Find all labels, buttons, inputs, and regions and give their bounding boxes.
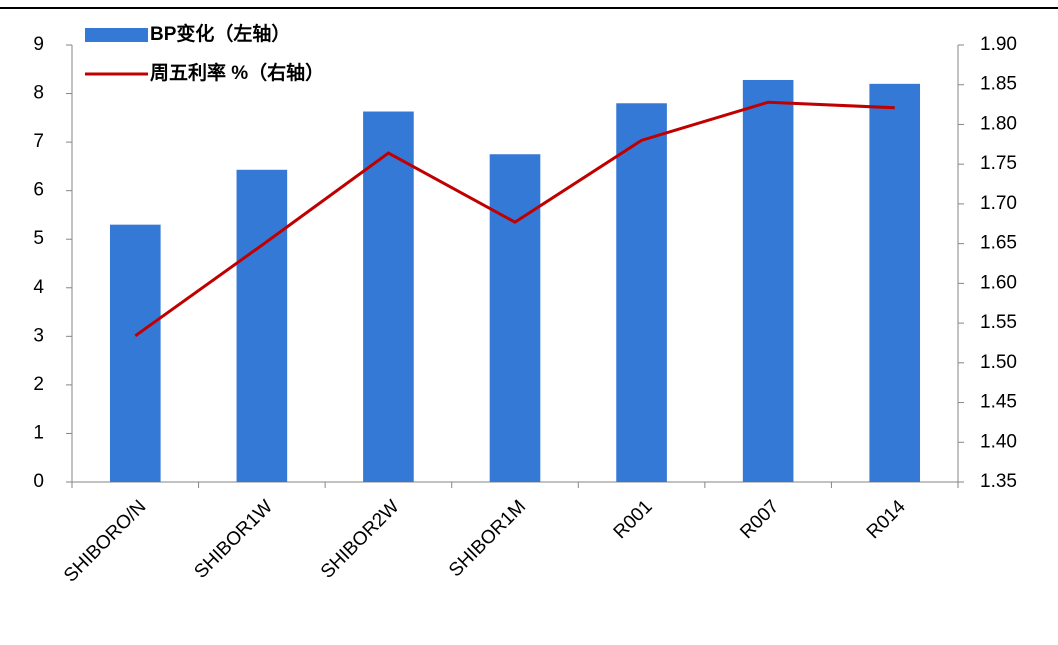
x-tick-label: SHIBOR1W: [190, 496, 277, 583]
y2-tick-label: 1.70: [980, 193, 1017, 214]
y-tick-label: 1: [33, 422, 44, 443]
y-tick-label: 6: [33, 180, 44, 201]
y2-tick-label: 1.90: [980, 34, 1017, 55]
y2-tick-label: 1.85: [980, 74, 1017, 95]
x-tick-label: R001: [610, 496, 657, 543]
x-tick-label: SHIBOR2W: [317, 496, 404, 583]
y-tick-label: 3: [33, 325, 44, 346]
bar: [869, 83, 921, 482]
y2-tick-label: 1.80: [980, 113, 1017, 134]
bar: [236, 169, 288, 482]
y-tick-label: 9: [33, 34, 44, 55]
legend-swatch: [85, 28, 148, 42]
y-tick-label: 0: [33, 471, 44, 492]
x-tick-label: R014: [863, 496, 910, 543]
y-tick-label: 5: [33, 228, 44, 249]
legend-label: 周五利率 %（右轴）: [150, 61, 324, 84]
y2-tick-label: 1.55: [980, 312, 1017, 333]
y-tick-label: 4: [33, 277, 44, 298]
y2-tick-label: 1.35: [980, 471, 1017, 492]
y2-tick-label: 1.45: [980, 392, 1017, 413]
y-tick-label: 2: [33, 374, 44, 395]
y-tick-label: 8: [33, 83, 44, 104]
y2-tick-label: 1.40: [980, 431, 1017, 452]
y-tick-label: 7: [33, 131, 44, 152]
y2-tick-label: 1.75: [980, 153, 1017, 174]
bar: [489, 154, 541, 482]
bar: [616, 103, 667, 483]
bar: [109, 224, 161, 482]
bar: [742, 79, 794, 483]
y2-tick-label: 1.50: [980, 352, 1017, 373]
x-tick-label: SHIBOR1M: [445, 496, 530, 581]
y2-tick-label: 1.65: [980, 233, 1017, 254]
x-tick-label: R007: [736, 496, 783, 543]
y2-tick-label: 1.60: [980, 272, 1017, 293]
line: [134, 100, 895, 338]
bar: [363, 111, 414, 482]
x-tick-label: SHIBORO/N: [60, 496, 150, 586]
legend-label: BP变化（左轴）: [150, 22, 290, 45]
